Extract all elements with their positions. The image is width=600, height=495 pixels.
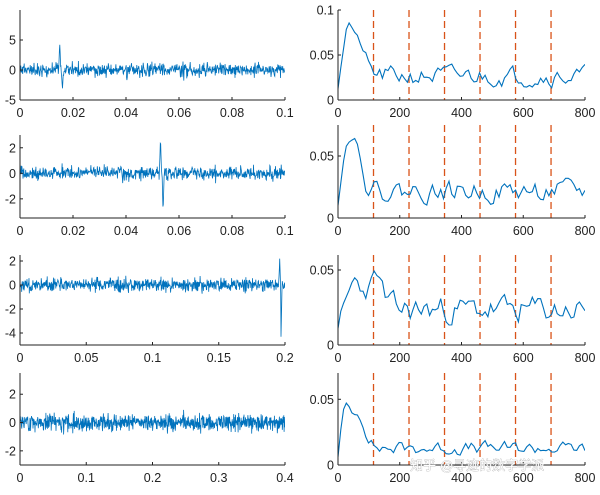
x-tick-label: 0.2 <box>276 351 293 365</box>
x-tick-label: 600 <box>513 224 534 238</box>
y-tick-label: 0.05 <box>310 150 334 164</box>
spectrum-4-series <box>338 402 585 458</box>
x-tick-label: 200 <box>389 351 410 365</box>
x-tick-label: 800 <box>575 224 596 238</box>
x-tick-label: 400 <box>451 106 472 120</box>
y-tick-label: 0.05 <box>310 264 334 278</box>
y-tick-label: 0.05 <box>310 49 334 63</box>
spectrum-4-panel: 0 200 400 600 800 0 0.05 <box>310 373 596 485</box>
x-tick-label: 0.08 <box>220 224 244 238</box>
x-tick-label: 800 <box>575 106 596 120</box>
signal-2-panel: 0 0.02 0.04 0.06 0.08 0.1 -2 0 2 <box>5 135 294 238</box>
spectrum-3-panel: 0 200 400 600 800 0 0.05 <box>310 255 596 365</box>
y-tick-label: 0 <box>9 64 16 78</box>
x-tick-label: 0.04 <box>114 106 138 120</box>
x-tick-label: 0 <box>17 224 24 238</box>
y-tick-label: 0.05 <box>310 393 334 407</box>
spectrum-2-panel: 0 200 400 600 800 0 0.05 <box>310 125 596 238</box>
x-tick-label: 600 <box>513 106 534 120</box>
y-tick-label: -2 <box>5 303 16 317</box>
signal-4-panel: 0 0.1 0.2 0.3 0.4-202 <box>5 373 294 485</box>
signal-1-series <box>20 44 285 89</box>
x-tick-label: 800 <box>575 471 596 485</box>
x-tick-label: 0 <box>335 224 342 238</box>
x-tick-label: 0 <box>17 471 24 485</box>
spectrum-3-series <box>338 269 585 329</box>
spectrum-1-series <box>338 21 585 90</box>
x-tick-label: 0.08 <box>220 106 244 120</box>
x-tick-label: 0.06 <box>167 106 191 120</box>
y-tick-label: 0.1 <box>317 4 334 18</box>
y-tick-label: -2 <box>5 192 16 206</box>
signal-1-panel: 0 0.02 0.04 0.06 0.08 0.1-505 <box>5 10 294 120</box>
y-tick-label: -2 <box>5 444 16 458</box>
x-tick-label: 0.05 <box>74 351 98 365</box>
y-tick-label: 0 <box>327 94 334 108</box>
y-tick-label: 0 <box>9 167 16 181</box>
x-tick-label: 0.2 <box>144 471 161 485</box>
x-tick-label: 400 <box>451 471 472 485</box>
y-tick-label: 2 <box>9 141 16 155</box>
spectrum-1-panel: 0 200 400 600 800 0 0.05 0.1 <box>310 4 596 121</box>
x-tick-label: 800 <box>575 351 596 365</box>
signal-3-series <box>20 258 285 337</box>
x-tick-label: 600 <box>513 351 534 365</box>
y-tick-label: 2 <box>9 388 16 402</box>
x-tick-label: 0.02 <box>61 224 85 238</box>
x-tick-label: 0.3 <box>210 471 227 485</box>
x-tick-label: 200 <box>389 471 410 485</box>
y-tick-label: 0 <box>327 459 334 473</box>
x-tick-label: 400 <box>451 351 472 365</box>
y-tick-label: 5 <box>9 34 16 48</box>
x-tick-label: 600 <box>513 471 534 485</box>
y-tick-label: 2 <box>9 255 16 269</box>
x-tick-label: 0.1 <box>276 224 293 238</box>
y-tick-label: 0 <box>9 279 16 293</box>
spectrum-2-series <box>338 137 585 206</box>
x-tick-label: 0.1 <box>78 471 95 485</box>
x-tick-label: 0 <box>17 106 24 120</box>
y-tick-label: 0 <box>9 416 16 430</box>
y-tick-label: 0 <box>327 212 334 226</box>
x-tick-label: 200 <box>389 106 410 120</box>
x-tick-label: 0 <box>335 351 342 365</box>
x-tick-label: 0.02 <box>61 106 85 120</box>
x-tick-label: 0.15 <box>207 351 231 365</box>
signal-4-series <box>20 409 285 435</box>
signal-3-panel: 0 0.05 0.1 0.15 0.2 -4 -2 0 2 <box>5 255 294 366</box>
watermark: 知乎 @寻迹的数字学派 <box>410 458 544 474</box>
x-tick-label: 0.04 <box>114 224 138 238</box>
x-tick-label: 0 <box>17 351 24 365</box>
x-tick-label: 0 <box>335 106 342 120</box>
x-tick-label: 0.06 <box>167 224 191 238</box>
x-tick-label: 0.4 <box>276 471 293 485</box>
signal-2-series <box>20 142 285 207</box>
x-tick-label: 0 <box>335 471 342 485</box>
x-tick-label: 200 <box>389 224 410 238</box>
x-tick-label: 400 <box>451 224 472 238</box>
y-tick-label: -4 <box>5 327 16 341</box>
y-tick-label: 0 <box>327 339 334 353</box>
x-tick-label: 0.1 <box>144 351 161 365</box>
x-tick-label: 0.1 <box>276 106 293 120</box>
y-tick-label: -5 <box>5 94 16 108</box>
